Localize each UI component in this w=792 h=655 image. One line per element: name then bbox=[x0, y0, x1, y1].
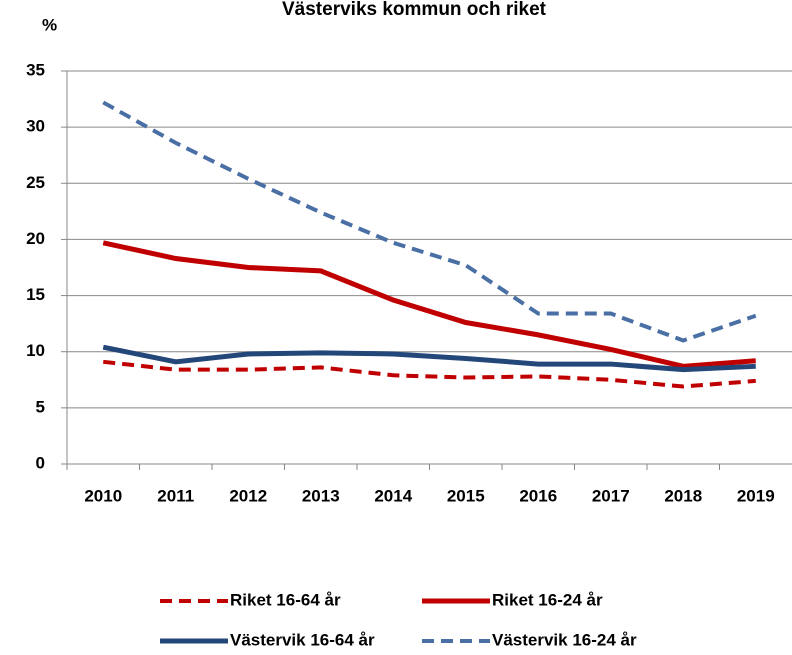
x-tick-label: 2014 bbox=[374, 486, 412, 505]
x-tick-label: 2012 bbox=[229, 486, 267, 505]
y-tick-label: 20 bbox=[26, 229, 45, 248]
series-line bbox=[102, 100, 757, 343]
x-tick-label: 2011 bbox=[157, 486, 194, 505]
series-line bbox=[102, 240, 756, 369]
y-tick-label: 0 bbox=[36, 453, 45, 472]
legend-label: Västervik 16-24 år bbox=[492, 630, 637, 649]
legend-label: Riket 16-64 år bbox=[230, 590, 341, 609]
x-tick-label: 2017 bbox=[592, 486, 630, 505]
legend-label: Västervik 16-64 år bbox=[230, 630, 375, 649]
y-tick-label: 25 bbox=[26, 173, 45, 192]
legend-label: Riket 16-24 år bbox=[492, 590, 603, 609]
chart-title: Västerviks kommun och riket bbox=[282, 0, 547, 20]
y-tick-label: 35 bbox=[26, 60, 45, 79]
series-line bbox=[103, 359, 756, 389]
y-tick-label: 5 bbox=[36, 397, 45, 416]
y-axis-label: % bbox=[42, 15, 57, 34]
x-tick-label: 2015 bbox=[447, 486, 485, 505]
y-tick-label: 15 bbox=[26, 285, 45, 304]
x-tick-label: 2013 bbox=[302, 486, 340, 505]
series-line bbox=[102, 344, 756, 373]
x-tick-label: 2010 bbox=[84, 486, 122, 505]
y-tick-label: 10 bbox=[26, 341, 45, 360]
x-tick-label: 2018 bbox=[664, 486, 702, 505]
x-tick-label: 2016 bbox=[519, 486, 557, 505]
y-tick-label: 30 bbox=[26, 117, 45, 136]
x-tick-label: 2019 bbox=[737, 486, 775, 505]
